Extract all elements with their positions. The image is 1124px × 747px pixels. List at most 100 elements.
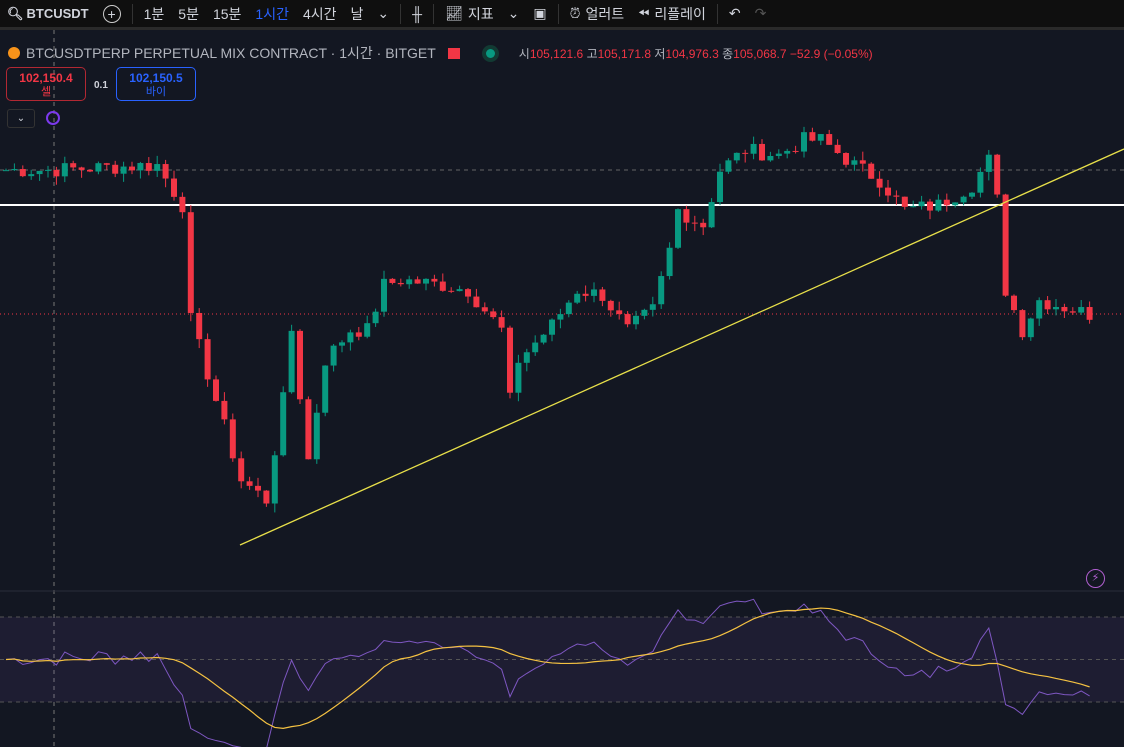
redo-icon[interactable]: ↷: [754, 5, 767, 21]
candle: [1053, 306, 1059, 310]
candle: [95, 163, 102, 172]
indicator-settings-icon[interactable]: [46, 111, 60, 125]
flag-icon[interactable]: [447, 47, 460, 59]
candle: [406, 279, 413, 285]
buy-label: 바이: [145, 86, 167, 98]
candle: [952, 202, 959, 206]
interval-1h[interactable]: 1시간: [255, 5, 289, 22]
replay-label: 리플레이: [654, 5, 706, 22]
candle: [1086, 307, 1093, 320]
candle: [103, 163, 110, 165]
candle: [473, 296, 480, 308]
collapse-legend-chevron-down-icon[interactable]: ⌄: [7, 109, 35, 128]
rewind-icon: ⏪︎: [638, 5, 650, 21]
candle: [137, 163, 144, 171]
candle: [263, 490, 270, 504]
candle: [708, 202, 715, 228]
candle: [347, 332, 354, 343]
candle: [280, 392, 287, 456]
candle: [1069, 311, 1076, 313]
candle: [28, 174, 35, 177]
candle: [1061, 306, 1068, 312]
divider: [433, 3, 435, 24]
layouts-grid-icon[interactable]: ▣: [533, 5, 547, 21]
candle: [717, 171, 723, 203]
undo-icon[interactable]: ↶: [728, 5, 741, 21]
indicators-button[interactable]: 📈︎ 지표: [438, 4, 501, 24]
candle: [305, 399, 312, 460]
candle: [591, 289, 597, 296]
candle: [19, 169, 26, 177]
candle: [456, 289, 463, 292]
buy-button[interactable]: 102,150.5 바이: [116, 67, 196, 101]
candle: [423, 278, 429, 284]
candle: [582, 293, 589, 296]
candle: [112, 164, 119, 174]
alert-button[interactable]: ⏰︎ 얼러트: [563, 4, 632, 24]
candle: [742, 152, 749, 154]
candle: [255, 485, 261, 491]
candle: [843, 152, 849, 165]
candle: [885, 187, 891, 196]
candle: [120, 166, 127, 174]
candle: [1027, 318, 1034, 338]
rsi-line: [5, 598, 1090, 747]
candle: [532, 342, 539, 353]
plus-circle-icon: +: [102, 4, 121, 23]
indicators-icon: 📈︎: [445, 5, 463, 21]
candle: [658, 276, 665, 305]
candle: [935, 199, 942, 211]
candle: [801, 132, 807, 152]
candle: [599, 289, 606, 301]
add-symbol-button[interactable]: +: [96, 4, 128, 23]
candle: [691, 222, 698, 224]
candle: [1078, 307, 1085, 313]
interval-1m[interactable]: 1분: [143, 5, 165, 22]
candle: [53, 169, 60, 177]
buy-price: 102,150.5: [129, 71, 183, 85]
candle-type-icon[interactable]: ╫: [412, 5, 423, 22]
candle: [616, 310, 623, 315]
candle: [3, 170, 9, 172]
candle: [330, 345, 337, 366]
candle: [700, 222, 707, 228]
trend-line: [239, 148, 1124, 546]
candle: [910, 206, 917, 208]
interval-4h[interactable]: 4시간: [302, 5, 337, 22]
replay-button[interactable]: ⏪︎ 리플레이: [631, 4, 713, 24]
candle: [179, 196, 186, 213]
candle: [834, 144, 841, 153]
candle: [1019, 310, 1026, 338]
interval-dropdown-chevron-down-icon[interactable]: ⌄: [377, 5, 390, 21]
candle: [498, 317, 505, 328]
symbol-search[interactable]: 🔍︎ BTCUSDT: [0, 6, 96, 22]
candle: [927, 201, 933, 211]
candle: [389, 278, 396, 283]
interval-5m[interactable]: 5분: [178, 5, 199, 22]
divider: [716, 3, 718, 24]
rsi-ma-line: [5, 607, 1090, 729]
candle: [145, 163, 152, 171]
interval-15m[interactable]: 15분: [212, 5, 242, 22]
chart-legend: BTCUSDTPERP PERPETUAL MIX CONTRACT · 1시간…: [8, 43, 873, 63]
coin-icon: [8, 47, 20, 59]
lightning-icon[interactable]: ⚡︎: [1086, 569, 1105, 588]
candle: [893, 195, 900, 197]
candle: [221, 400, 228, 420]
candle: [339, 342, 345, 346]
candle: [540, 334, 547, 343]
candle: [238, 458, 245, 482]
candle: [322, 365, 329, 413]
candle: [129, 166, 135, 171]
sell-button[interactable]: 102,150.4 셀: [6, 67, 86, 101]
candle: [78, 167, 85, 170]
candle: [70, 163, 77, 168]
candle: [725, 160, 732, 172]
candle: [11, 169, 18, 171]
indicators-chevron-down-icon[interactable]: ⌄: [507, 5, 520, 21]
candle: [775, 153, 782, 156]
candle: [641, 309, 648, 316]
interval-day[interactable]: 날: [350, 5, 364, 22]
alarm-clock-icon: ⏰︎: [569, 5, 581, 21]
